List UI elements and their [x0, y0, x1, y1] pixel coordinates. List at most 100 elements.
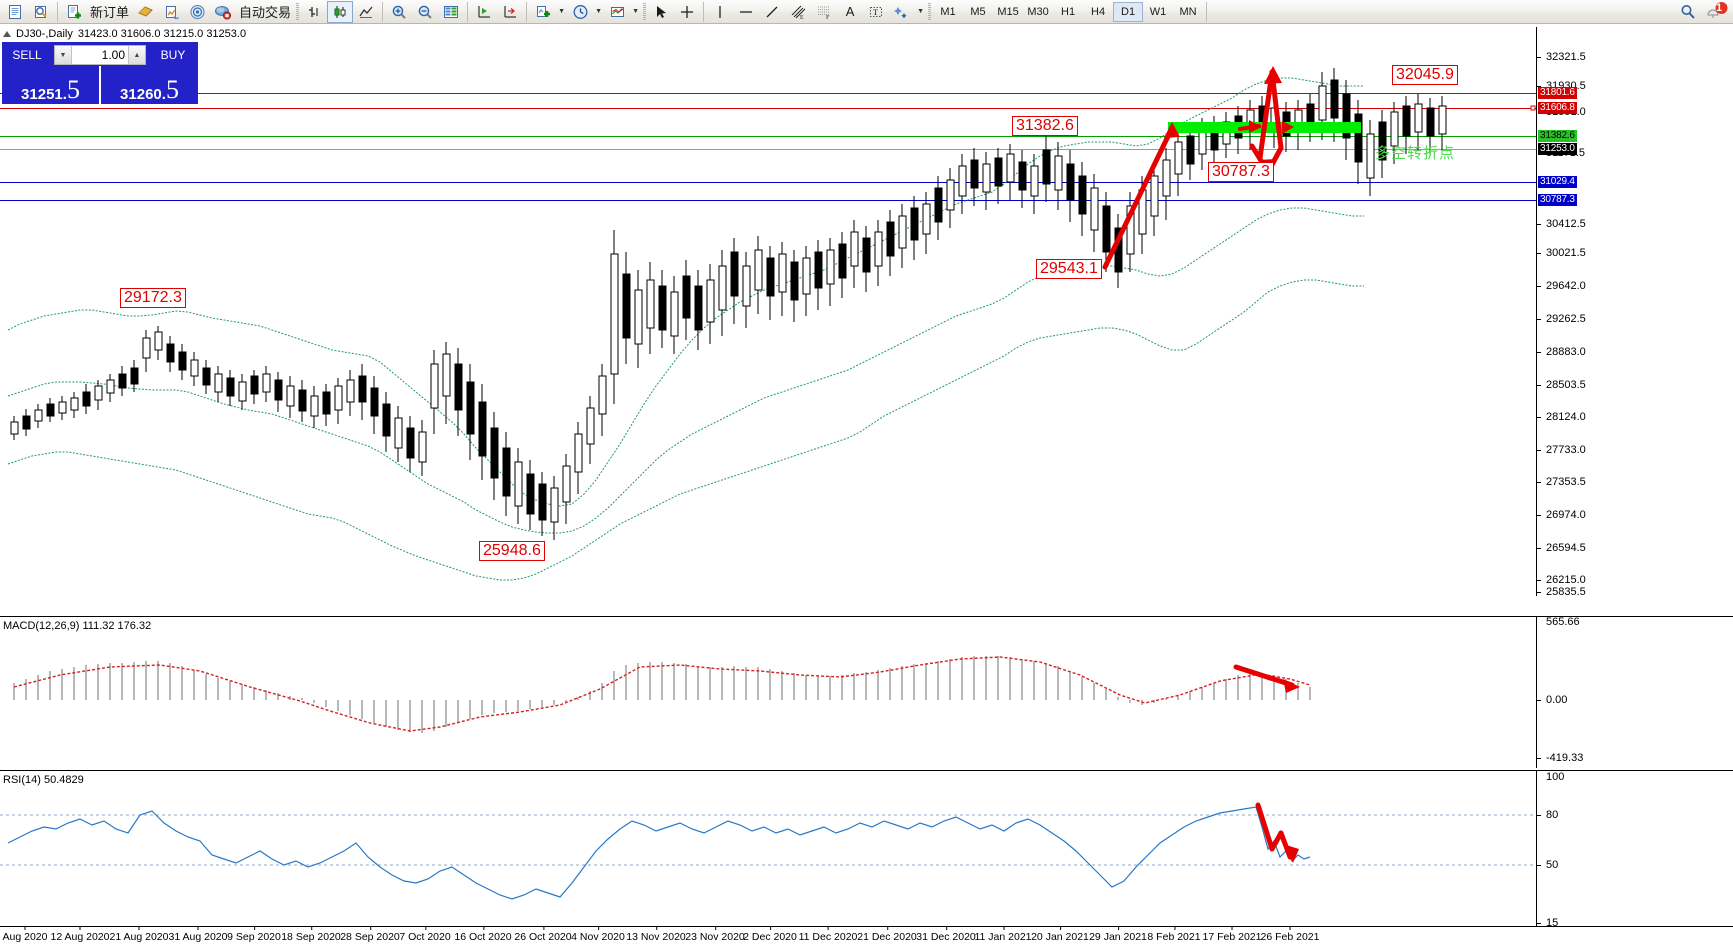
notifications-icon[interactable]: 1: [1701, 1, 1731, 23]
line-handle[interactable]: [1530, 105, 1536, 111]
pivot-line-31382-6[interactable]: [0, 136, 1536, 137]
toolbar-divider-6: [1206, 1, 1208, 22]
toolbar-grip-2: [641, 2, 648, 22]
templates-icon[interactable]: [604, 1, 630, 23]
support-line-31029-4[interactable]: [0, 182, 1536, 183]
annotation-32045-9[interactable]: 32045.9: [1392, 65, 1458, 85]
volume-input[interactable]: 1.00: [101, 48, 125, 62]
buy-price-minor: 5: [165, 75, 179, 104]
search-icon[interactable]: [1675, 1, 1701, 23]
volume-increase-icon[interactable]: ▲: [128, 46, 145, 64]
rsi-pane[interactable]: RSI(14) 50.4829 100 80 50 15: [0, 770, 1733, 929]
equidistant-channel-icon[interactable]: E: [785, 1, 811, 23]
annotation-31382-6[interactable]: 31382.6: [1012, 116, 1078, 136]
sell-price[interactable]: 31251 . 5: [2, 66, 99, 104]
support-line-30787-3[interactable]: [0, 200, 1536, 201]
tab-timeframe-d1[interactable]: D1: [1113, 1, 1144, 22]
auto-trading-icon[interactable]: [210, 1, 236, 23]
annotation-29543-1[interactable]: 29543.1: [1036, 259, 1102, 279]
new-order-label[interactable]: 新订单: [90, 5, 130, 20]
trendline-icon[interactable]: [759, 1, 785, 23]
xtick: 23 Nov 2020: [685, 926, 745, 943]
text-icon[interactable]: A: [837, 1, 863, 23]
resistance-line-31801-6[interactable]: [0, 93, 1536, 94]
zoom-in-icon[interactable]: [386, 1, 412, 23]
chevron-down-icon[interactable]: ▼: [558, 8, 565, 15]
chart-shift-icon[interactable]: [497, 1, 523, 23]
periods-icon[interactable]: [567, 1, 593, 23]
price-tag-30787-3[interactable]: 30787.3: [1538, 194, 1577, 206]
buy-price[interactable]: 31260 . 5: [101, 66, 198, 104]
ytick: 26215.0: [1537, 574, 1586, 586]
chart-grid-icon[interactable]: [438, 1, 464, 23]
price-tag-31801-6[interactable]: 31801.6: [1538, 87, 1577, 99]
cursor-icon[interactable]: [648, 1, 674, 23]
tab-timeframe-w1[interactable]: W1: [1149, 5, 1167, 18]
vertical-line-icon[interactable]: [707, 1, 733, 23]
volume-decrease-icon[interactable]: ▼: [55, 46, 72, 64]
xtick: 2 Dec 2020: [743, 926, 797, 943]
price-tag-31029-4[interactable]: 31029.4: [1538, 176, 1577, 188]
current-price-line: [0, 149, 1536, 150]
ytick: 30021.5: [1537, 247, 1586, 259]
one-click-trading-panel[interactable]: SELL ▼ 1.00 ▲ BUY 31251 . 5 31260 .: [2, 42, 198, 104]
line-chart-icon[interactable]: [353, 1, 379, 23]
trade-panel-prices: 31251 . 5 31260 . 5: [2, 66, 198, 104]
tab-timeframe-h1[interactable]: H1: [1061, 5, 1076, 18]
shapes-icon[interactable]: [889, 1, 915, 23]
fibonacci-icon[interactable]: F: [811, 1, 837, 23]
volume-stepper[interactable]: ▼ 1.00 ▲: [54, 45, 146, 65]
chevron-down-icon-2[interactable]: ▼: [595, 8, 602, 15]
indicators-icon[interactable]: [530, 1, 556, 23]
horizontal-line-icon[interactable]: [733, 1, 759, 23]
bar-chart-icon[interactable]: [301, 1, 327, 23]
trade-panel-divider: [99, 66, 101, 104]
candlestick-chart-icon[interactable]: [327, 0, 354, 23]
tab-timeframe-mn[interactable]: MN: [1179, 5, 1197, 18]
tab-timeframe-m5[interactable]: M5: [970, 5, 986, 18]
crosshair-icon[interactable]: [674, 1, 700, 23]
xtick: 9 Sep 2020: [227, 926, 281, 943]
price-tag-31382-6[interactable]: 31382.6: [1538, 130, 1577, 142]
price-pane[interactable]: 32321.5 31930.5 31591.0 31171.5 30412.5 …: [0, 24, 1733, 598]
macd-axis-line: [1536, 617, 1537, 768]
auto-scroll-icon[interactable]: [471, 1, 497, 23]
date-axis[interactable]: Aug 2020 12 Aug 2020 21 Aug 2020 31 Aug …: [0, 926, 1733, 948]
expert-advisors-icon[interactable]: [132, 1, 158, 23]
ytick: 26594.5: [1537, 542, 1586, 554]
price-tag-31253-0[interactable]: 31253.0: [1538, 143, 1577, 155]
buy-button[interactable]: BUY: [151, 45, 195, 65]
toolbar-divider-2: [382, 1, 384, 22]
ytick: 29262.5: [1537, 313, 1586, 325]
chevron-down-icon-3[interactable]: ▼: [632, 8, 639, 15]
mql5-community-icon[interactable]: [158, 1, 184, 23]
annotation-30787-3[interactable]: 30787.3: [1208, 162, 1274, 182]
text-label-icon[interactable]: T: [863, 1, 889, 23]
sell-button[interactable]: SELL: [5, 45, 49, 65]
macd-pane[interactable]: MACD(12,26,9) 111.32 176.32 565.66 0.00 …: [0, 616, 1733, 768]
xtick: 21 Dec 2020: [857, 926, 917, 943]
bull-bear-turning-point-note[interactable]: 多空转折点: [1375, 144, 1456, 162]
chevron-down-icon-4[interactable]: ▼: [917, 8, 924, 15]
xtick: 20 Jan 2021: [1031, 926, 1089, 943]
price-tag-31606-8[interactable]: 31606.8: [1538, 102, 1577, 114]
chart-container[interactable]: 32321.5 31930.5 31591.0 31171.5 30412.5 …: [0, 24, 1733, 948]
annotation-25948-6[interactable]: 25948.6: [479, 541, 545, 561]
ytick: 100: [1546, 771, 1565, 783]
annotation-29172-3[interactable]: 29172.3: [120, 288, 186, 308]
tab-timeframe-m1[interactable]: M1: [940, 5, 956, 18]
signals-icon[interactable]: [184, 1, 210, 23]
auto-trading-label[interactable]: 自动交易: [239, 5, 292, 20]
tab-timeframe-m30[interactable]: M30: [1027, 5, 1049, 18]
tab-timeframe-h4[interactable]: H4: [1091, 5, 1106, 18]
xtick: 12 Aug 2020: [51, 926, 109, 943]
data-window-icon[interactable]: [28, 1, 54, 23]
collapse-arrow-icon[interactable]: [3, 31, 11, 37]
buy-price-separator: .: [161, 86, 166, 103]
terminal-icon[interactable]: [2, 1, 28, 23]
tab-timeframe-m15[interactable]: M15: [997, 5, 1019, 18]
zoom-out-icon[interactable]: [412, 1, 438, 23]
resistance-line-31606-8[interactable]: [0, 108, 1536, 109]
new-order-icon[interactable]: [61, 1, 87, 23]
xtick: 4 Nov 2020: [571, 926, 625, 943]
